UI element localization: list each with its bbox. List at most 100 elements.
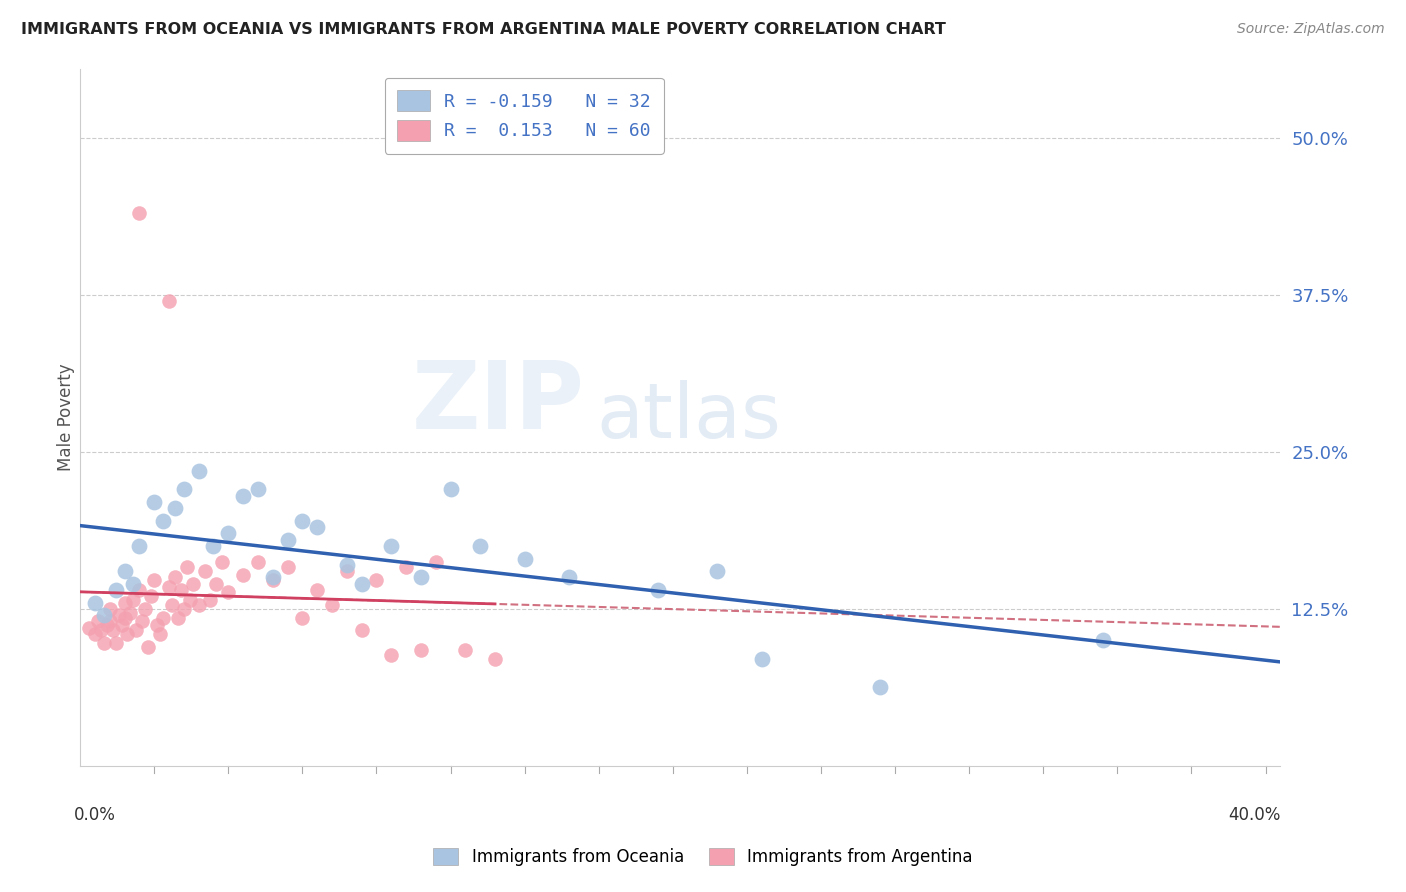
Point (114, 564, 136, 578)
Point (262, 573, 284, 587)
Point (98, 602, 121, 616)
Point (380, 539, 402, 553)
Y-axis label: Male Poverty: Male Poverty (58, 363, 75, 471)
Point (170, 582, 193, 597)
Point (152, 610, 174, 624)
Point (350, 576, 373, 591)
Point (409, 570, 432, 584)
Point (128, 582, 150, 597)
Point (87, 615, 110, 629)
Point (110, 618, 132, 632)
Point (439, 483, 461, 497)
Point (157, 293, 180, 308)
Point (558, 570, 581, 584)
Point (125, 623, 148, 637)
Point (193, 564, 215, 578)
Point (143, 495, 166, 509)
Legend: R = -0.159   N = 32, R =  0.153   N = 60: R = -0.159 N = 32, R = 0.153 N = 60 (385, 78, 664, 153)
Point (246, 483, 269, 497)
Point (1091, 633, 1114, 648)
Point (425, 555, 447, 569)
Text: Source: ZipAtlas.com: Source: ZipAtlas.com (1237, 22, 1385, 37)
Point (163, 501, 186, 516)
Point (291, 514, 314, 528)
Text: atlas: atlas (596, 380, 782, 454)
Point (307, 520, 329, 534)
Point (122, 593, 145, 607)
Point (276, 533, 298, 547)
Point (262, 570, 284, 584)
Point (93, 636, 115, 650)
Point (131, 615, 153, 629)
Text: ZIP: ZIP (412, 358, 583, 450)
Point (470, 539, 492, 553)
Point (117, 627, 139, 641)
Point (179, 593, 201, 607)
Point (146, 618, 169, 632)
Point (395, 560, 418, 574)
Point (205, 576, 228, 591)
Point (83, 627, 105, 641)
Point (122, 576, 145, 591)
Point (143, 573, 166, 587)
Point (104, 636, 127, 650)
Point (409, 643, 432, 657)
Point (336, 564, 359, 578)
Point (83, 595, 105, 609)
Point (134, 602, 156, 616)
Text: 40.0%: 40.0% (1227, 806, 1281, 824)
Point (173, 483, 195, 497)
Point (101, 623, 124, 637)
Point (321, 598, 343, 612)
Point (160, 598, 183, 612)
Point (246, 555, 269, 569)
Point (307, 582, 329, 597)
Point (163, 570, 186, 584)
Point (291, 610, 314, 624)
Text: IMMIGRANTS FROM OCEANIA VS IMMIGRANTS FROM ARGENTINA MALE POVERTY CORRELATION CH: IMMIGRANTS FROM OCEANIA VS IMMIGRANTS FR… (21, 22, 946, 37)
Point (167, 610, 190, 624)
Point (217, 585, 239, 599)
Point (141, 589, 163, 603)
Point (120, 606, 142, 620)
Point (751, 652, 773, 666)
Point (217, 526, 239, 541)
Point (513, 551, 536, 566)
Point (173, 602, 195, 616)
Text: 0.0%: 0.0% (75, 806, 117, 824)
Point (350, 623, 373, 637)
Point (98, 615, 121, 629)
Point (706, 564, 728, 578)
Point (211, 555, 233, 569)
Point (484, 652, 506, 666)
Point (77, 621, 100, 635)
Point (380, 648, 402, 663)
Point (181, 576, 204, 591)
Point (232, 567, 254, 582)
Point (336, 558, 359, 572)
Point (202, 539, 225, 553)
Point (157, 581, 180, 595)
Point (90, 623, 112, 637)
Point (128, 206, 150, 220)
Legend: Immigrants from Oceania, Immigrants from Argentina: Immigrants from Oceania, Immigrants from… (425, 840, 981, 875)
Point (136, 640, 159, 654)
Point (114, 610, 136, 624)
Point (366, 573, 388, 587)
Point (869, 680, 891, 694)
Point (152, 514, 174, 528)
Point (107, 608, 129, 623)
Point (187, 598, 209, 612)
Point (276, 560, 298, 574)
Point (128, 539, 150, 553)
Point (104, 582, 127, 597)
Point (96, 618, 118, 632)
Point (187, 464, 209, 478)
Point (647, 582, 669, 597)
Point (176, 560, 198, 574)
Point (93, 608, 115, 623)
Point (200, 593, 222, 607)
Point (232, 489, 254, 503)
Point (454, 643, 477, 657)
Point (114, 595, 136, 609)
